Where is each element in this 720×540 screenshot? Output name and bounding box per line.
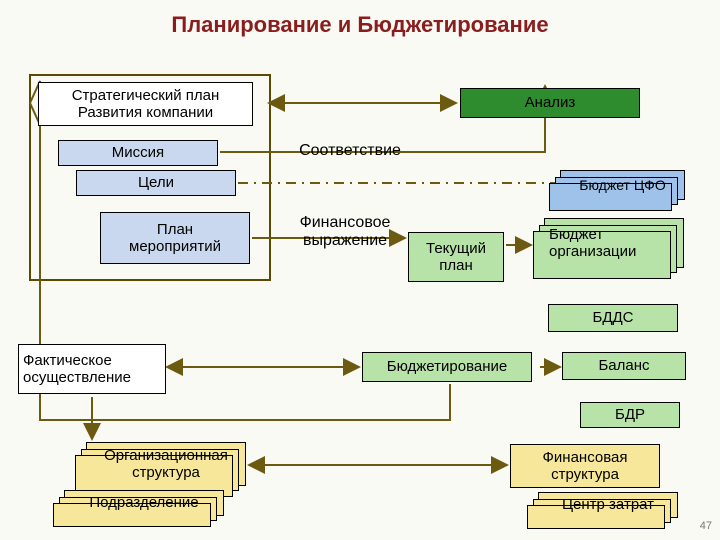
box-budgeting: Бюджетирование: [362, 352, 532, 382]
box-fin_struct: Финансоваяструктура: [510, 444, 660, 488]
box-curr_plan: Текущийплан: [408, 232, 504, 282]
box-budget_org: Бюджеторганизации: [544, 218, 684, 268]
box-actual: Фактическоеосуществление: [18, 344, 166, 394]
box-cost_center: Центр затрат: [538, 492, 678, 518]
box-bdds: БДДС: [548, 304, 678, 332]
box-subdivision: Подразделение: [64, 490, 224, 516]
box-budget_cfo: Бюджет ЦФО: [560, 170, 685, 200]
box-org_struct: Организационнаяструктура: [86, 442, 246, 486]
box-strategic: Стратегический планРазвития компании: [38, 82, 253, 126]
box-mission: Миссия: [58, 140, 218, 166]
box-goals: Цели: [76, 170, 236, 196]
box-analysis: Анализ: [460, 88, 640, 118]
label-financial: Финансовоевыражение: [280, 214, 410, 250]
box-bdr: БДР: [580, 402, 680, 428]
box-balance: Баланс: [562, 352, 686, 380]
slide-number: 47: [700, 520, 712, 532]
label-accordance: Соответствие: [280, 142, 420, 160]
diagram-title: Планирование и Бюджетирование: [0, 12, 720, 38]
diagram-stage: Планирование и Бюджетирование Стратегиче…: [0, 0, 720, 540]
box-actions: Планмероприятий: [100, 212, 250, 264]
